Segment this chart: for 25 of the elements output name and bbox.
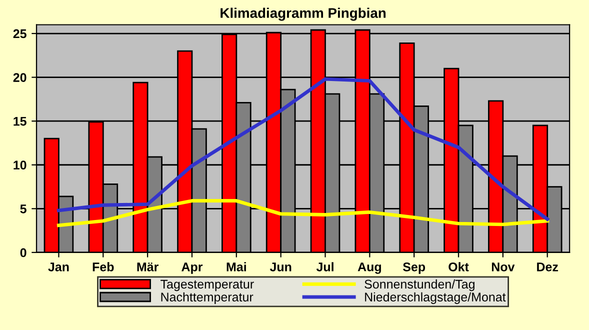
- line-series: [56, 199, 550, 228]
- legend-label: Sonnenstunden/Tag: [364, 279, 474, 292]
- legend-label: Niederschlagstage/Monat: [365, 292, 506, 304]
- x-tick-label: Dez: [537, 262, 558, 272]
- legend-label: Tagestemperatur: [160, 280, 254, 292]
- x-tick-label: Aug: [358, 262, 381, 274]
- x-tick-label: Nov: [492, 262, 515, 272]
- x-tick-label: Jun: [270, 262, 292, 272]
- y-tick-label: 5: [20, 204, 26, 214]
- x-tick-label: Jul: [316, 262, 334, 272]
- y-tick-label: 25: [13, 29, 26, 38]
- y-tick-label: 10: [14, 160, 26, 170]
- legend-label: Nachttemperatur: [161, 292, 254, 304]
- x-tick-label: Apr: [182, 262, 203, 274]
- y-tick-label: 0: [20, 248, 26, 258]
- x-tick-label: Mär: [137, 262, 158, 272]
- x-tick-label: Feb: [92, 262, 114, 272]
- x-tick-label: Sep: [402, 262, 426, 274]
- chart-title: Klimadiagramm Pingbian: [220, 8, 386, 21]
- x-tick-label: Jan: [48, 262, 69, 272]
- y-tick-label: 20: [13, 73, 26, 82]
- x-tick-label: Okt: [448, 262, 469, 272]
- line-series: [56, 77, 550, 221]
- x-tick-label: Mai: [226, 262, 246, 272]
- y-tick-label: 15: [14, 117, 26, 126]
